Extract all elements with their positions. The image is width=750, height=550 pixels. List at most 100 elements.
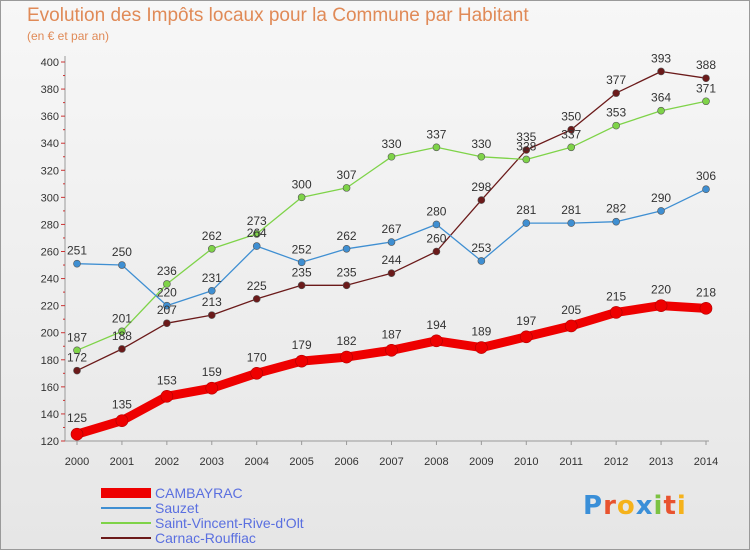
x-tick-label: 2001 (110, 456, 134, 468)
x-tick-label: 2008 (424, 456, 448, 468)
data-label: 262 (337, 229, 357, 243)
data-label: 290 (651, 191, 671, 205)
y-tick-label: 300 (41, 192, 59, 204)
data-point (385, 344, 398, 357)
data-point (432, 247, 441, 256)
data-point (342, 281, 351, 290)
data-point (70, 427, 84, 441)
data-label: 267 (381, 222, 401, 236)
data-label: 306 (696, 169, 716, 183)
legend-label: Saint-Vincent-Rive-d'Olt (155, 514, 304, 531)
data-label: 159 (202, 365, 222, 379)
data-label: 260 (426, 232, 446, 246)
data-point (297, 258, 306, 267)
data-point (297, 281, 306, 290)
data-point (432, 220, 441, 229)
data-point (477, 152, 486, 161)
data-point (522, 146, 531, 154)
data-point (118, 345, 126, 353)
data-point (340, 350, 353, 364)
y-tick-label: 340 (41, 138, 59, 150)
data-label: 337 (426, 127, 446, 141)
data-point (702, 74, 710, 83)
data-point (250, 367, 264, 380)
x-tick-label: 2006 (334, 456, 358, 468)
data-label: 125 (67, 411, 87, 425)
data-point (163, 319, 171, 328)
x-tick-label: 2004 (244, 456, 268, 468)
data-label: 262 (202, 229, 222, 243)
data-label: 371 (696, 81, 716, 95)
y-tick-label: 320 (41, 165, 59, 177)
data-point (118, 261, 126, 269)
legend-item: Saint-Vincent-Rive-d'Olt (101, 515, 304, 530)
data-point (163, 280, 171, 288)
legend-label: Sauzet (155, 499, 199, 516)
data-label: 213 (202, 295, 222, 309)
data-point (564, 319, 578, 333)
logo-letter: r (603, 491, 617, 521)
logo-letter: x (635, 491, 654, 521)
data-point (73, 346, 81, 355)
data-label: 298 (471, 180, 491, 194)
data-point (118, 327, 126, 336)
data-label: 388 (696, 58, 716, 72)
data-point (73, 366, 81, 375)
data-point (252, 242, 261, 250)
data-label: 330 (381, 137, 401, 151)
data-label: 281 (516, 203, 536, 217)
logo-letter: o (616, 491, 636, 521)
data-label: 179 (292, 338, 312, 352)
data-label: 264 (247, 226, 267, 240)
data-label: 235 (292, 265, 312, 279)
legend-swatch (101, 537, 151, 540)
data-label: 235 (337, 265, 357, 279)
y-tick-label: 280 (41, 219, 59, 231)
y-tick-label: 200 (41, 328, 59, 340)
y-tick-label: 140 (41, 409, 59, 421)
series-line (72, 301, 711, 439)
data-point (387, 269, 396, 277)
data-point (657, 106, 665, 115)
data-label: 300 (292, 177, 312, 191)
data-label: 236 (157, 264, 177, 278)
data-point (207, 244, 216, 253)
proxiti-logo: Proxiti (583, 491, 687, 521)
x-tick-label: 2014 (694, 456, 718, 468)
legend-item: Carnac-Rouffiac (101, 530, 304, 545)
y-tick-label: 240 (41, 274, 59, 286)
data-label: 307 (337, 168, 357, 182)
data-point (297, 193, 306, 202)
logo-letter: t (663, 491, 677, 521)
logo-letter: i (653, 491, 664, 521)
data-label: 225 (247, 279, 267, 293)
data-point (657, 207, 665, 215)
data-label: 205 (561, 303, 581, 317)
x-tick-label: 2003 (200, 456, 224, 468)
data-point (477, 257, 486, 265)
data-label: 364 (651, 91, 671, 105)
legend-item: Sauzet (101, 500, 304, 515)
data-label: 377 (606, 73, 626, 87)
data-point (475, 341, 488, 354)
data-label: 231 (202, 271, 222, 285)
data-label: 188 (112, 329, 132, 343)
chart-title: Evolution des Impôts locaux pour la Comm… (27, 5, 529, 26)
legend: CAMBAYRAC Sauzet Saint-Vincent-Rive-d'Olt C… (101, 485, 304, 545)
data-label: 194 (426, 318, 446, 332)
data-point (519, 330, 533, 344)
logo-letter: P (583, 491, 604, 521)
y-tick-label: 120 (41, 436, 59, 448)
data-label: 252 (292, 242, 312, 256)
x-tick-label: 2002 (155, 456, 179, 468)
data-label: 207 (157, 303, 177, 317)
data-point (387, 152, 396, 161)
data-label: 197 (516, 314, 536, 328)
data-label: 350 (561, 110, 581, 124)
data-point (702, 185, 710, 194)
data-point (477, 196, 486, 204)
data-label: 220 (651, 283, 671, 297)
x-tick-label: 2011 (559, 456, 583, 468)
data-label: 182 (337, 334, 357, 348)
